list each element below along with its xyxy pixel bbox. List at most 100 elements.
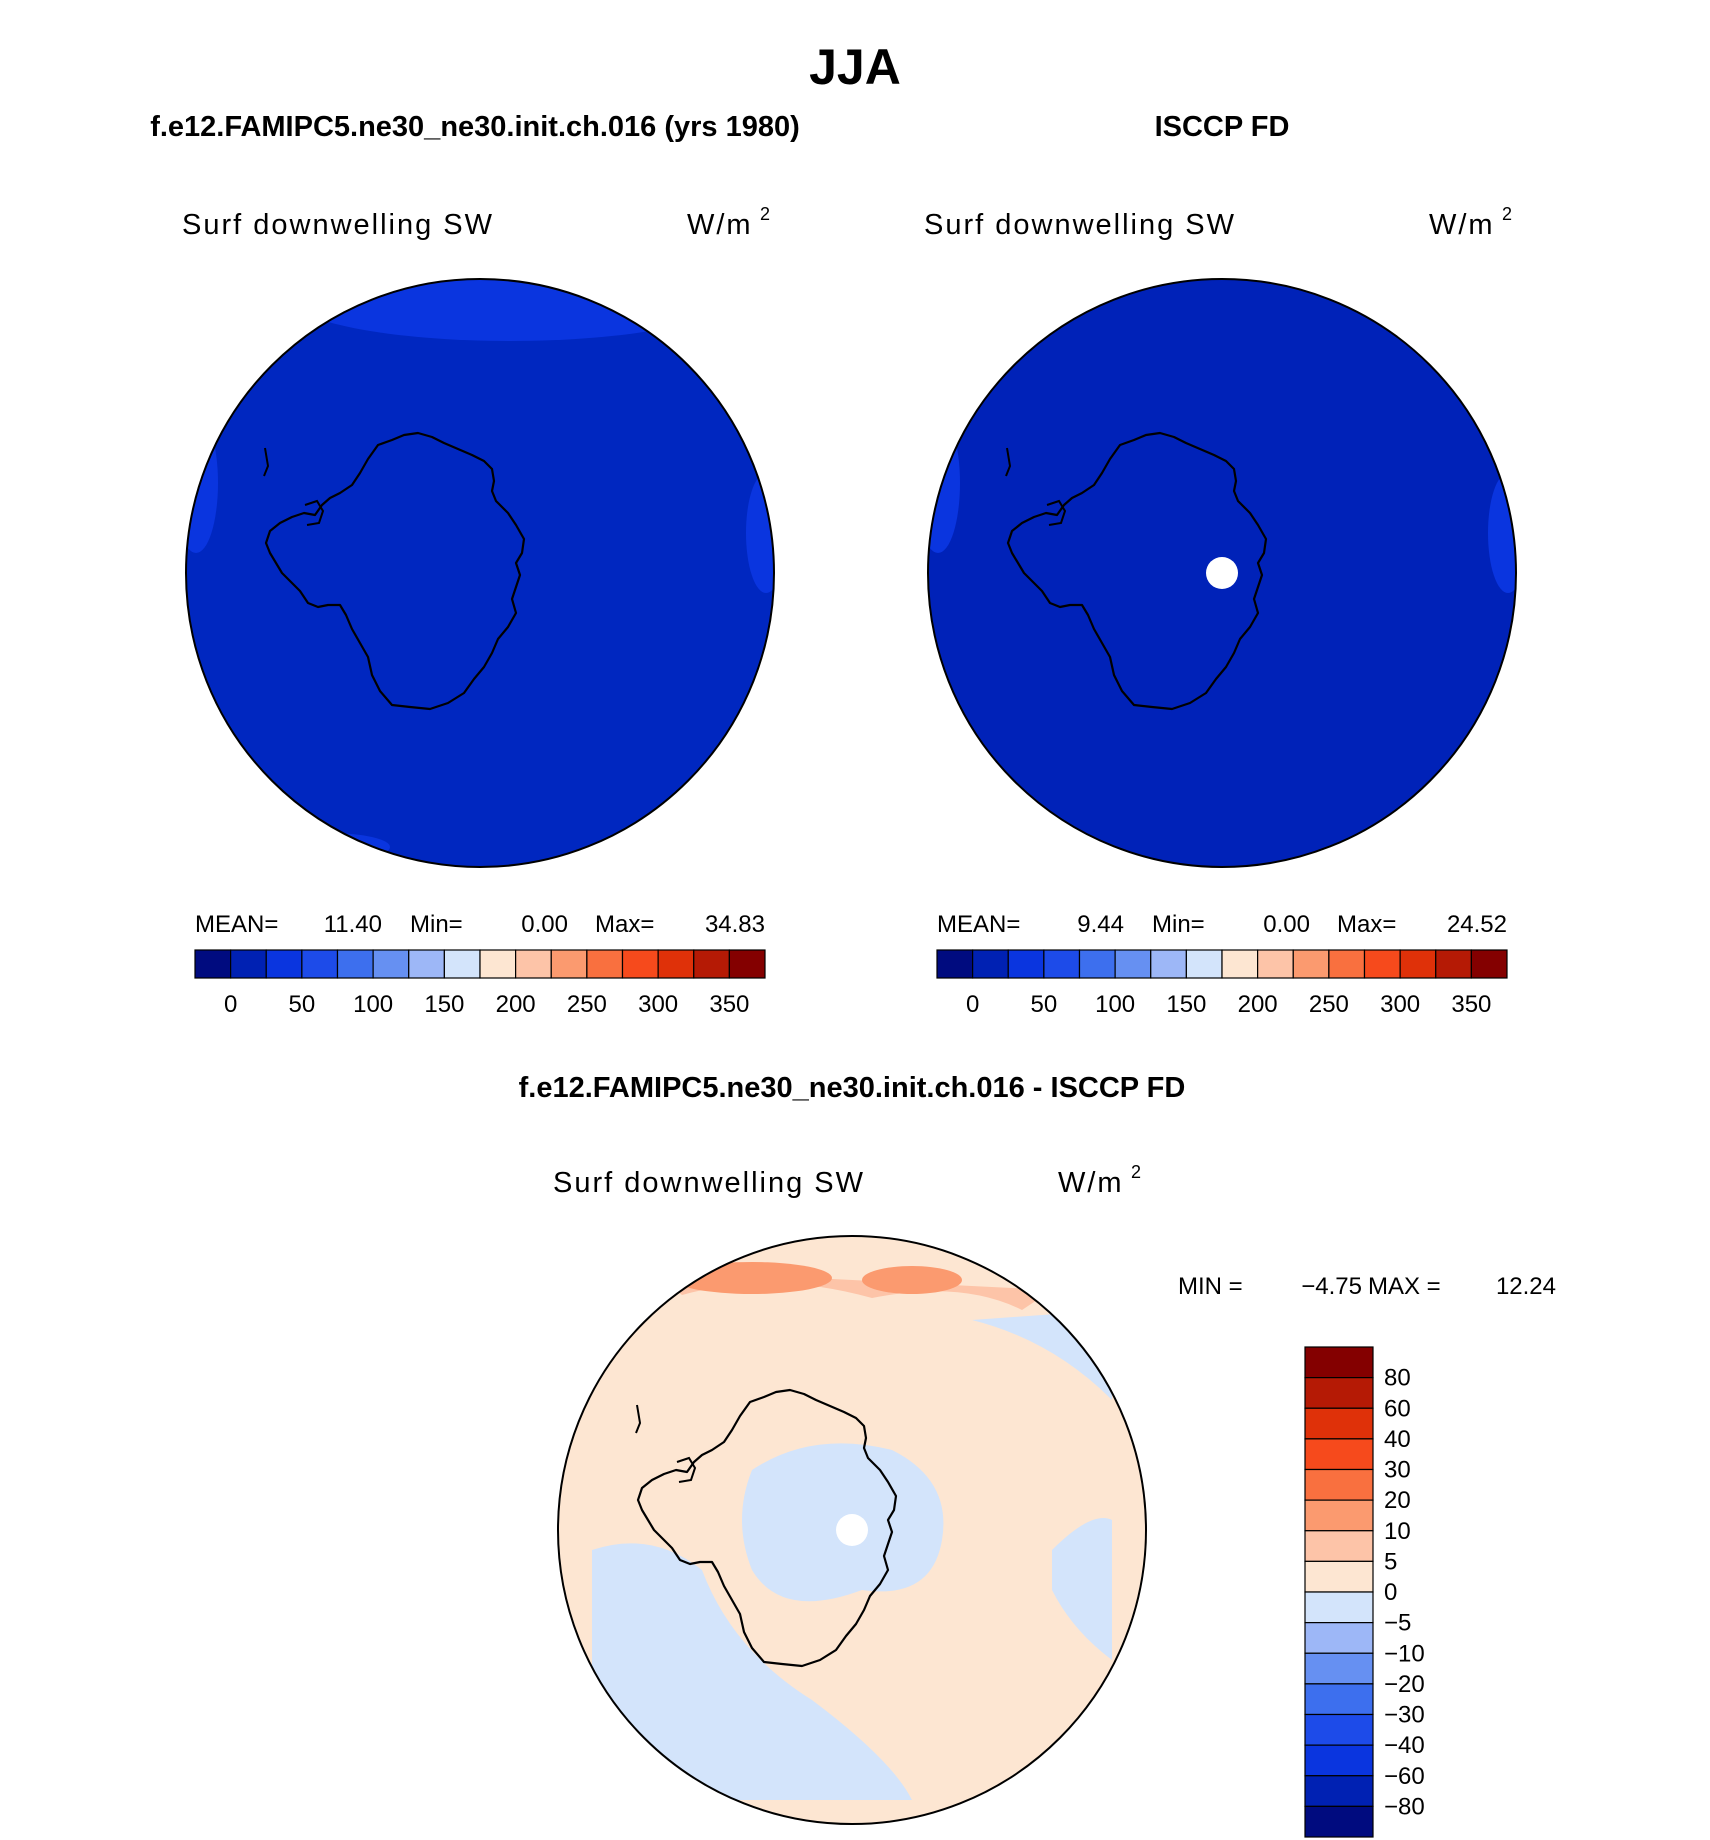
colorbar-swatch bbox=[443, 949, 481, 979]
colorbar-swatch bbox=[1399, 949, 1437, 979]
panel-diff: f.e12.FAMIPC5.ne30_ne30.init.ch.016 - IS… bbox=[519, 1072, 1556, 1838]
colorbar-tick-label: −20 bbox=[1384, 1671, 1425, 1698]
colorbar-swatch bbox=[301, 949, 339, 979]
colorbar-swatch bbox=[1304, 1560, 1374, 1593]
map-boundary bbox=[185, 278, 775, 868]
max-value: 12.24 bbox=[1496, 1273, 1556, 1300]
mean-label: MEAN= bbox=[937, 911, 1020, 938]
colorbar-swatch bbox=[1257, 949, 1294, 979]
min-value: 0.00 bbox=[1263, 911, 1310, 938]
colorbar-tick-label: 20 bbox=[1384, 1487, 1411, 1514]
missing-pole bbox=[1206, 557, 1238, 589]
colorbar-swatch bbox=[550, 949, 588, 979]
colorbar-swatch bbox=[265, 949, 303, 979]
map-contour-west bbox=[186, 413, 218, 553]
colorbar-swatch bbox=[1114, 949, 1152, 979]
units-exponent: 2 bbox=[1502, 204, 1512, 224]
colorbar-swatch bbox=[1304, 1744, 1374, 1777]
colorbar-tick-label: −80 bbox=[1384, 1793, 1425, 1820]
coastline-island bbox=[635, 1404, 642, 1434]
colorbar-swatch bbox=[1304, 1438, 1374, 1471]
colorbar-swatch bbox=[586, 949, 624, 979]
colorbar-tick-label: −40 bbox=[1384, 1732, 1425, 1759]
colorbar-swatch bbox=[1304, 1775, 1374, 1807]
panel-header: ISCCP FD bbox=[1155, 111, 1290, 143]
colorbar-tick-label: 40 bbox=[1384, 1426, 1411, 1453]
colorbar-tick-label: 80 bbox=[1384, 1365, 1411, 1392]
colorbar-swatch bbox=[408, 949, 445, 979]
units: W/m bbox=[687, 209, 753, 241]
colorbar-swatch bbox=[1304, 1530, 1374, 1562]
colorbar-tick-label: 0 bbox=[1384, 1579, 1397, 1606]
colorbar-swatch bbox=[936, 949, 974, 979]
colorbar-tick-label: 0 bbox=[224, 991, 237, 1018]
colorbar-swatch bbox=[1007, 949, 1045, 979]
colorbar-tick-label: 10 bbox=[1384, 1518, 1411, 1545]
colorbar-tick-label: 150 bbox=[424, 991, 464, 1018]
colorbar-tick-label: 100 bbox=[1095, 991, 1135, 1018]
colorbar-swatch bbox=[1304, 1468, 1374, 1501]
colorbar-swatch bbox=[515, 949, 552, 979]
coastline-island bbox=[1005, 447, 1012, 477]
missing-pole bbox=[836, 1514, 868, 1546]
units: W/m bbox=[1058, 1167, 1124, 1199]
colorbar-swatch bbox=[1304, 1407, 1374, 1440]
colorbar-swatch bbox=[1304, 1499, 1374, 1532]
map-contour-neg-sw bbox=[592, 1543, 912, 1800]
colorbar-swatch bbox=[1304, 1591, 1374, 1624]
colorbar-swatch bbox=[479, 949, 517, 979]
coastline-island bbox=[263, 447, 270, 477]
colorbar-swatch bbox=[1304, 1346, 1374, 1379]
colorbar: 80 60 40 30 20 10 5 0 −5 −10 −20 −30 −40 −60 −80 bbox=[1304, 1346, 1425, 1838]
colorbar-swatch bbox=[657, 949, 695, 979]
min-label: Min= bbox=[410, 911, 463, 938]
map-boundary bbox=[557, 1235, 1147, 1825]
colorbar-swatch bbox=[693, 949, 730, 979]
colorbar-swatch bbox=[972, 949, 1009, 979]
colorbar-tick-label: 250 bbox=[1309, 991, 1349, 1018]
max-label: Max= bbox=[595, 911, 654, 938]
colorbar-tick-label: −60 bbox=[1384, 1763, 1425, 1790]
colorbar-tick-label: 100 bbox=[353, 991, 393, 1018]
colorbar-swatch bbox=[1078, 949, 1116, 979]
mean-value: 11.40 bbox=[324, 911, 382, 938]
coastline-island bbox=[304, 499, 325, 526]
min-value: 0.00 bbox=[521, 911, 568, 938]
colorbar-tick-label: 0 bbox=[966, 991, 979, 1018]
panel-header: f.e12.FAMIPC5.ne30_ne30.init.ch.016 (yrs… bbox=[150, 111, 800, 143]
colorbar-swatch bbox=[1363, 949, 1401, 979]
colorbar-swatch bbox=[1150, 949, 1187, 979]
map-contour-pos-20a bbox=[672, 1262, 832, 1294]
variable-name: Surf downwelling SW bbox=[553, 1167, 865, 1199]
min-label: MIN = bbox=[1178, 1273, 1243, 1300]
units: W/m bbox=[1429, 209, 1495, 241]
colorbar-tick-label: 200 bbox=[1238, 991, 1278, 1018]
colorbar-tick-label: 50 bbox=[289, 991, 316, 1018]
units-exponent: 2 bbox=[1131, 1162, 1141, 1182]
map-contour-north bbox=[289, 279, 731, 341]
colorbar-swatch bbox=[1185, 949, 1223, 979]
map-obs bbox=[927, 278, 1517, 868]
map-diff bbox=[557, 1235, 1147, 1825]
colorbar-swatch bbox=[621, 949, 659, 979]
colorbar-swatch bbox=[728, 949, 766, 979]
colorbar-tick-label: 150 bbox=[1166, 991, 1206, 1018]
colorbar-tick-label: 60 bbox=[1384, 1395, 1411, 1422]
colorbar-swatch bbox=[1304, 1713, 1374, 1746]
colorbar-swatch bbox=[1435, 949, 1472, 979]
colorbar-swatch bbox=[194, 949, 232, 979]
colorbar-tick-label: −5 bbox=[1384, 1610, 1411, 1637]
colorbar-swatch bbox=[1304, 1622, 1374, 1654]
map-contour-pos-20b bbox=[862, 1266, 962, 1294]
map-contour-east bbox=[746, 473, 774, 593]
mean-value: 9.44 bbox=[1077, 911, 1124, 938]
colorbar-swatch bbox=[1304, 1652, 1374, 1685]
colorbar-tick-label: 250 bbox=[567, 991, 607, 1018]
colorbar-tick-label: 50 bbox=[1031, 991, 1058, 1018]
figure-title: JJA bbox=[809, 39, 901, 95]
panel-header: f.e12.FAMIPC5.ne30_ne30.init.ch.016 - IS… bbox=[519, 1072, 1186, 1104]
colorbar-tick-label: 300 bbox=[1380, 991, 1420, 1018]
coastline-island bbox=[676, 1456, 697, 1483]
colorbar: 0 50 100 150 200 250 300 350 bbox=[936, 949, 1508, 1018]
